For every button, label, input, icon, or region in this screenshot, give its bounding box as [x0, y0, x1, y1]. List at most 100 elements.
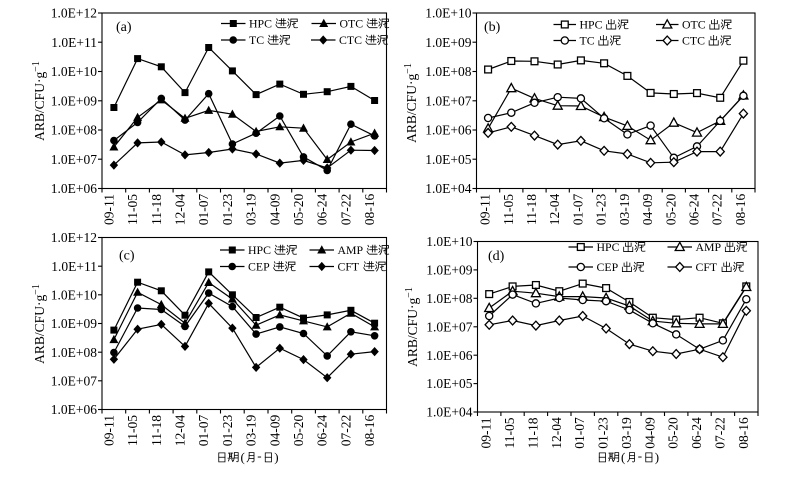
svg-text:HPC: HPC [580, 18, 603, 32]
svg-text:11-05: 11-05 [501, 194, 516, 225]
svg-text:08-16: 08-16 [733, 194, 748, 226]
svg-text:1.0E+09: 1.0E+09 [51, 93, 97, 108]
svg-text:1.0E+12: 1.0E+12 [51, 230, 97, 245]
svg-text:(d): (d) [488, 249, 505, 264]
svg-text:1.0E+08: 1.0E+08 [51, 345, 97, 360]
svg-text:CTC: CTC [339, 33, 362, 47]
svg-text:ARB/CFU·g−1: ARB/CFU·g−1 [404, 287, 420, 367]
svg-text:01-23: 01-23 [594, 194, 609, 226]
svg-text:CFT: CFT [338, 260, 360, 274]
svg-text:AMP: AMP [338, 243, 364, 257]
svg-text:): ) [274, 450, 278, 465]
svg-text:TC: TC [580, 34, 595, 48]
svg-text:12-04: 12-04 [549, 417, 564, 449]
svg-text:AMP: AMP [696, 240, 722, 254]
svg-text:1.0E+11: 1.0E+11 [51, 35, 97, 50]
svg-text:1.0E+12: 1.0E+12 [51, 6, 97, 21]
svg-text:1.0E+06: 1.0E+06 [51, 181, 97, 196]
svg-text:1.0E+08: 1.0E+08 [426, 291, 472, 306]
svg-text:03-19: 03-19 [244, 415, 259, 447]
svg-text:1.0E+06: 1.0E+06 [51, 402, 97, 417]
svg-text:01-07: 01-07 [572, 417, 587, 449]
svg-text:11-05: 11-05 [125, 194, 140, 225]
svg-text:12-04: 12-04 [173, 415, 188, 447]
svg-text:1.0E+04: 1.0E+04 [426, 405, 472, 420]
svg-text:HPC: HPC [249, 17, 272, 31]
svg-text:11-05: 11-05 [125, 415, 140, 446]
svg-text:-: - [257, 448, 261, 463]
svg-text:07-22: 07-22 [712, 417, 727, 449]
svg-text:ARB/CFU·g−1: ARB/CFU·g−1 [31, 284, 47, 364]
svg-text:09-11: 09-11 [101, 415, 116, 446]
svg-text:03-19: 03-19 [619, 417, 634, 449]
svg-text:1.0E+09: 1.0E+09 [51, 316, 97, 331]
svg-text:1.0E+10: 1.0E+10 [51, 64, 97, 79]
svg-text:OTC: OTC [682, 18, 706, 32]
svg-text:HPC: HPC [248, 243, 271, 257]
svg-text:CTC: CTC [682, 34, 705, 48]
svg-text:11-18: 11-18 [524, 194, 539, 225]
svg-text:09-11: 09-11 [479, 418, 494, 449]
svg-text:1.0E+07: 1.0E+07 [426, 319, 472, 334]
svg-text:HPC: HPC [597, 240, 620, 254]
svg-text:09-11: 09-11 [101, 194, 116, 225]
svg-text:OTC: OTC [340, 17, 364, 31]
svg-text:): ) [655, 450, 659, 465]
svg-text:04-09: 04-09 [642, 417, 657, 449]
svg-text:11-05: 11-05 [502, 417, 517, 448]
svg-text:1.0E+07: 1.0E+07 [51, 152, 97, 167]
svg-text:1.0E+06: 1.0E+06 [426, 348, 472, 363]
svg-text:-: - [638, 448, 642, 463]
svg-text:1.0E+11: 1.0E+11 [51, 259, 97, 274]
svg-text:06-24: 06-24 [315, 415, 330, 447]
svg-text:01-07: 01-07 [570, 194, 585, 226]
svg-text:01-23: 01-23 [220, 415, 235, 447]
svg-text:1.0E+10: 1.0E+10 [425, 6, 471, 21]
svg-text:07-22: 07-22 [338, 194, 353, 226]
svg-text:07-22: 07-22 [710, 194, 725, 226]
svg-text:11-18: 11-18 [525, 417, 540, 448]
svg-text:1.0E+09: 1.0E+09 [426, 263, 472, 278]
svg-text:04-09: 04-09 [267, 415, 282, 447]
svg-text:CEP: CEP [248, 260, 270, 274]
svg-text:1.0E+04: 1.0E+04 [425, 181, 471, 196]
svg-text:05-20: 05-20 [291, 415, 306, 447]
svg-text:08-16: 08-16 [362, 415, 377, 447]
svg-text:CEP: CEP [597, 260, 619, 274]
svg-text:06-24: 06-24 [315, 194, 330, 226]
svg-text:04-09: 04-09 [267, 194, 282, 226]
svg-text:12-04: 12-04 [173, 194, 188, 226]
svg-text:1.0E+08: 1.0E+08 [425, 64, 471, 79]
svg-text:(: ( [241, 450, 245, 465]
svg-text:CFT: CFT [696, 260, 718, 274]
svg-text:11-18: 11-18 [149, 415, 164, 446]
svg-text:05-20: 05-20 [666, 417, 681, 449]
svg-text:01-23: 01-23 [596, 417, 611, 449]
svg-text:ARB/CFU·g−1: ARB/CFU·g−1 [403, 63, 419, 143]
svg-text:(: ( [621, 450, 625, 465]
svg-text:1.0E+08: 1.0E+08 [51, 123, 97, 138]
svg-text:(a): (a) [116, 20, 132, 35]
svg-text:03-19: 03-19 [617, 194, 632, 226]
svg-text:1.0E+05: 1.0E+05 [425, 152, 471, 167]
svg-text:09-11: 09-11 [478, 194, 493, 225]
svg-text:(b): (b) [484, 20, 501, 35]
svg-text:1.0E+10: 1.0E+10 [51, 287, 97, 302]
svg-text:01-07: 01-07 [196, 415, 211, 447]
svg-text:05-20: 05-20 [663, 194, 678, 226]
svg-text:1.0E+07: 1.0E+07 [51, 373, 97, 388]
svg-text:1.0E+06: 1.0E+06 [425, 123, 471, 138]
svg-text:TC: TC [249, 33, 264, 47]
svg-text:06-24: 06-24 [689, 417, 704, 449]
svg-text:08-16: 08-16 [362, 194, 377, 226]
svg-text:1.0E+05: 1.0E+05 [426, 376, 472, 391]
svg-text:1.0E+10: 1.0E+10 [426, 234, 472, 249]
svg-text:1.0E+07: 1.0E+07 [425, 93, 471, 108]
svg-text:11-18: 11-18 [149, 194, 164, 225]
svg-text:12-04: 12-04 [547, 194, 562, 226]
svg-text:07-22: 07-22 [338, 415, 353, 447]
svg-text:01-07: 01-07 [196, 194, 211, 226]
svg-text:05-20: 05-20 [291, 194, 306, 226]
svg-text:06-24: 06-24 [687, 194, 702, 226]
svg-text:08-16: 08-16 [736, 417, 751, 449]
